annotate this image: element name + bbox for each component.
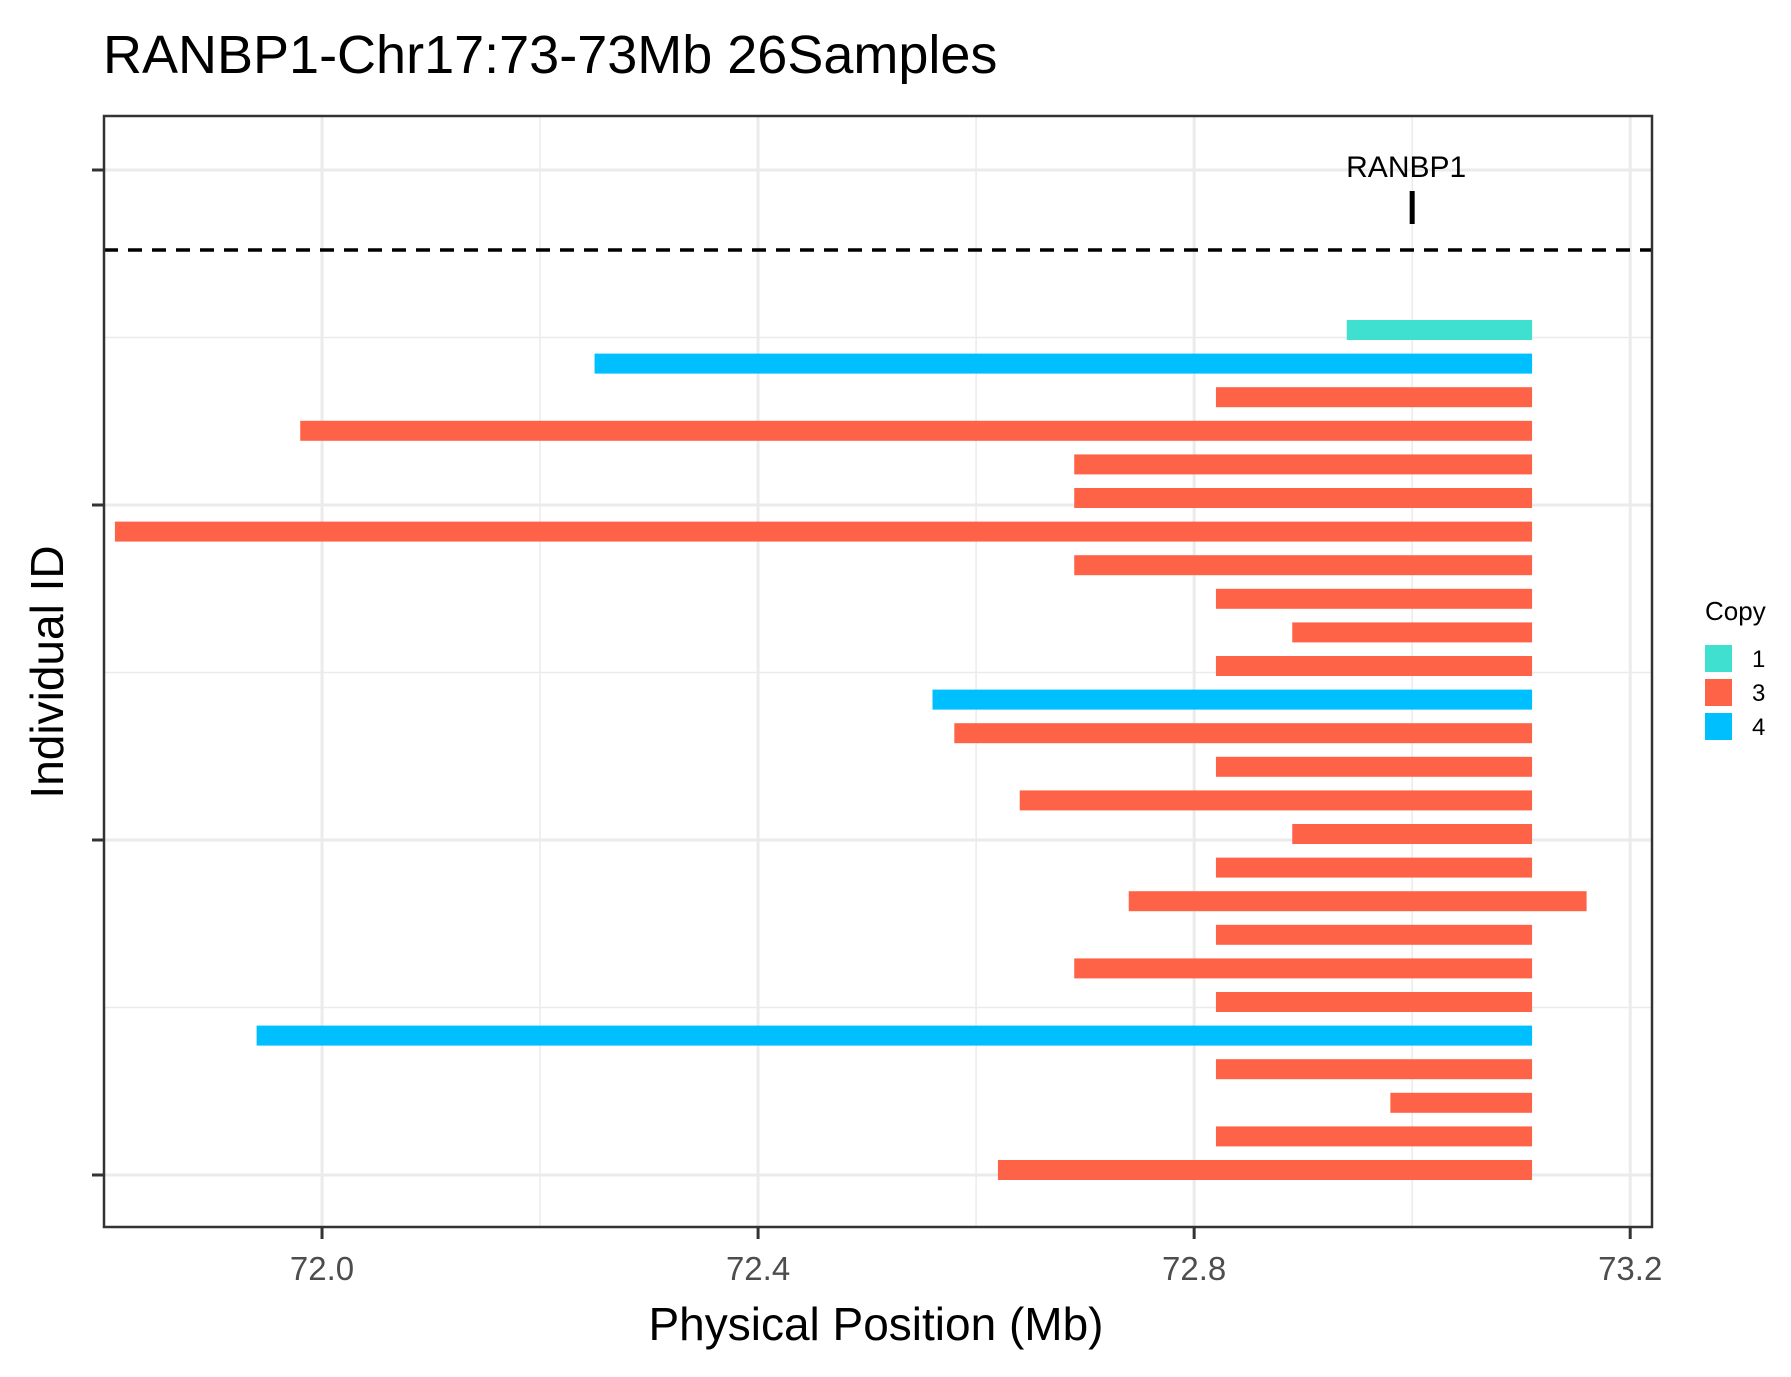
cnv-segment-bar — [1215, 656, 1533, 676]
cnv-segment-bar — [1292, 622, 1533, 643]
cnv-segment-bar — [1215, 857, 1533, 878]
cnv-segment-bar — [954, 723, 1533, 744]
legend: Copy 1 3 4 — [1705, 596, 1766, 741]
x-tick-label: 72.4 — [726, 1250, 790, 1287]
cnv-segment-bar — [1346, 320, 1533, 340]
legend-key — [1705, 713, 1732, 740]
y-axis-title: Individual ID — [21, 545, 73, 798]
cnv-segment-bar — [932, 689, 1533, 710]
cnv-segment-bar — [1292, 824, 1533, 844]
cnv-segment-bar — [114, 521, 1533, 542]
x-tick-label: 73.2 — [1598, 1250, 1662, 1287]
cnv-segment-bar — [300, 420, 1533, 441]
cnv-segment-bar — [1074, 958, 1533, 979]
legend-title: Copy — [1705, 596, 1766, 626]
gene-label: RANBP1 — [1346, 151, 1466, 184]
cnv-segment-bar — [1215, 387, 1533, 408]
x-tick-label: 72.8 — [1162, 1250, 1226, 1287]
legend-label: 3 — [1752, 680, 1765, 707]
cnv-segment-bar — [1390, 1092, 1533, 1113]
plot-border — [102, 114, 1654, 1229]
cnv-segment-bar — [1074, 454, 1533, 475]
legend-key — [1705, 645, 1732, 672]
cnv-segment-bar — [1074, 555, 1533, 576]
x-axis-title: Physical Position (Mb) — [648, 1298, 1103, 1350]
legend-key — [1705, 679, 1732, 706]
cnv-segment-bar — [1215, 756, 1533, 777]
cnv-segment-bar — [1128, 891, 1587, 912]
cnv-segment-bar — [1215, 588, 1533, 609]
cnv-segment-bar — [1215, 992, 1533, 1012]
cnv-segment-bar — [256, 1025, 1533, 1046]
cnv-segment-bar — [594, 353, 1533, 374]
cnv-segment-bar — [1215, 924, 1533, 945]
chart-title: RANBP1-Chr17:73-73Mb 26Samples — [103, 25, 997, 85]
cnv-segment-bar — [1215, 1126, 1533, 1147]
plot-area: RANBP1 72.0 72.4 72.8 73.2 — [92, 114, 1662, 1287]
x-tick-label: 72.0 — [290, 1250, 354, 1287]
legend-label: 4 — [1752, 714, 1765, 741]
cnv-segment-bar — [1215, 1059, 1533, 1080]
cnv-segment-bar — [997, 1160, 1533, 1180]
legend-label: 1 — [1752, 646, 1765, 673]
cnv-segment-bar — [1019, 790, 1533, 811]
cnv-segment-bar — [1074, 488, 1533, 508]
